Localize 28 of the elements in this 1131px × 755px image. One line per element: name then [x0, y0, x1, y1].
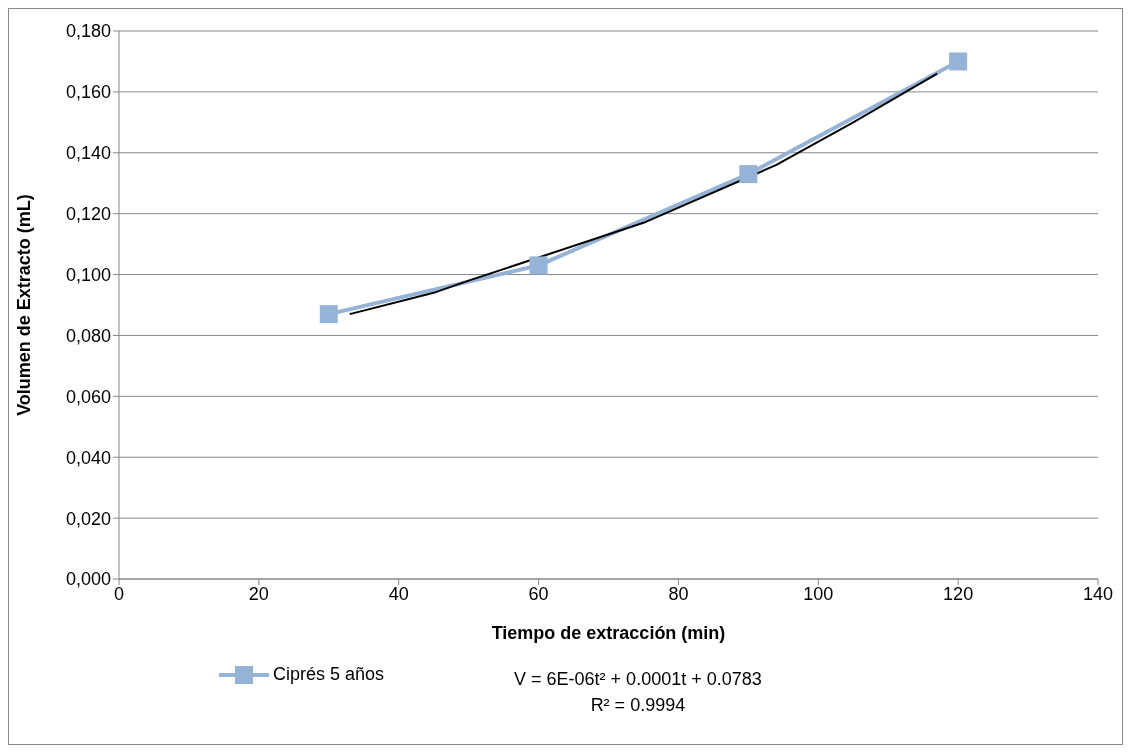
y-tick-label: 0,140 [65, 143, 111, 164]
point [529, 256, 548, 275]
point [949, 52, 968, 71]
x-tick-label: 80 [668, 583, 689, 604]
y-tick-label: 0,040 [65, 447, 111, 468]
y-tick-label: 0,080 [65, 325, 111, 346]
y-tick-label: 0,000 [65, 569, 111, 590]
text: R² = 0.9994 [589, 694, 687, 717]
x-tick-label: 120 [943, 583, 974, 604]
x-axis-title: Tiempo de extracción (min) [491, 623, 726, 643]
y-tick-label: 0,060 [65, 386, 111, 407]
y-tick-label: 0,100 [65, 264, 111, 285]
x-tick-label: 20 [248, 583, 269, 604]
point [319, 305, 338, 324]
y-tick-label: 0,020 [65, 508, 111, 529]
x-tick-label: 60 [528, 583, 549, 604]
line-series [348, 72, 939, 316]
x-tick-label: 0 [113, 583, 125, 604]
y-axis-title: Volumen de Extracto (mL) [14, 194, 35, 416]
x-tick-label: 140 [1082, 583, 1114, 604]
y-tick-label: 0,120 [65, 204, 111, 225]
x-tick-label: 100 [803, 583, 834, 604]
x-tick-label: 40 [388, 583, 409, 604]
y-tick-label: 0,180 [65, 21, 111, 42]
text: V = 6E-06t² + 0.0001t + 0.0783 [514, 668, 762, 691]
legend-label: Ciprés 5 años [273, 664, 385, 685]
point [739, 165, 758, 184]
y-tick-label: 0,160 [65, 82, 111, 103]
